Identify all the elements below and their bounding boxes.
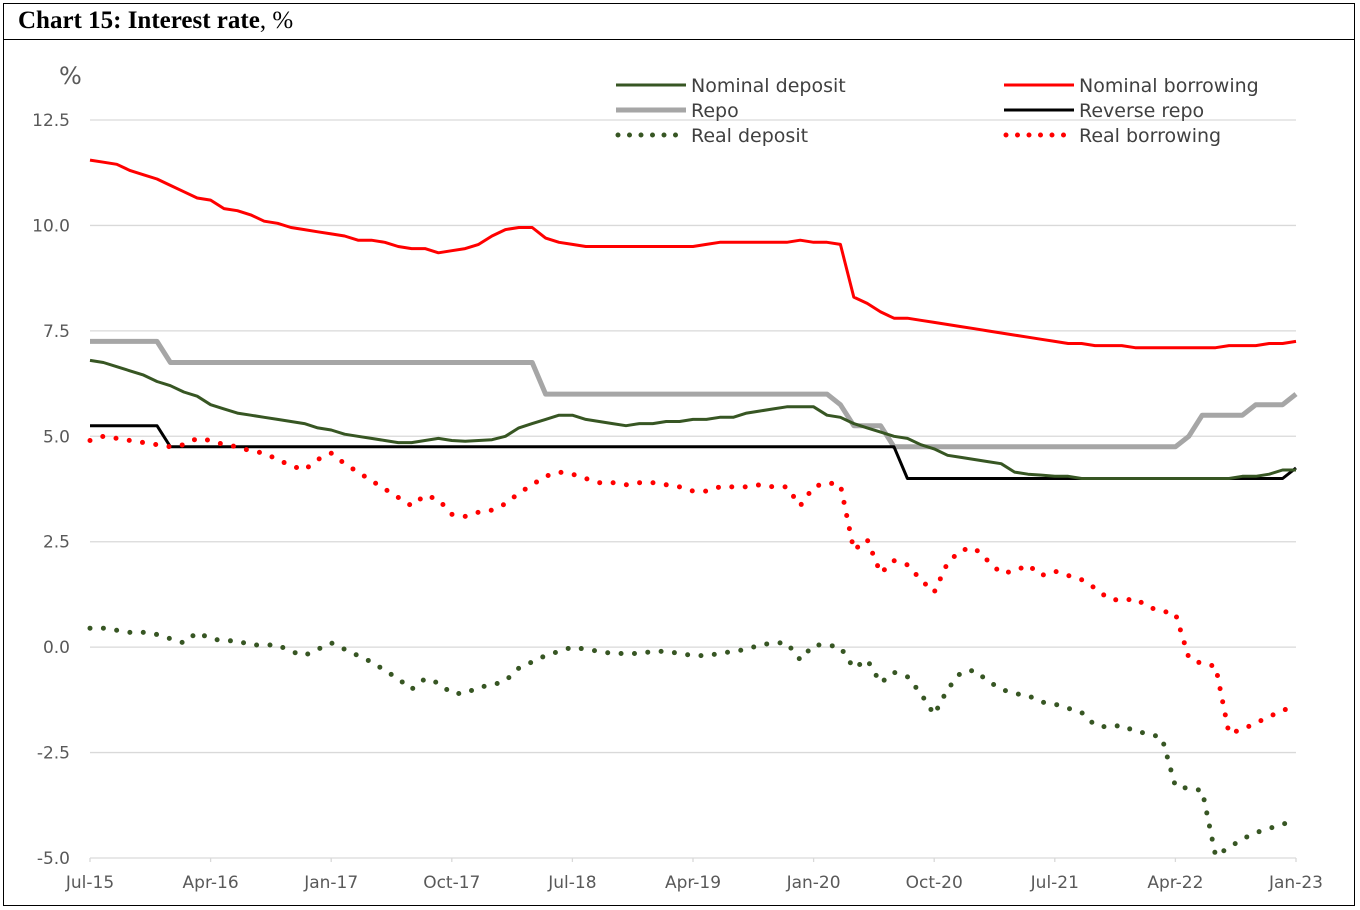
y-tick-label: 7.5 [43, 322, 70, 342]
legend-label-nominal-deposit: Nominal deposit [691, 75, 846, 97]
y-tick-label: 10.0 [32, 216, 70, 236]
line-chart: 12.5 10.0 7.5 5.0 2.5 0.0 -2.5 -5.0 Jul-15 Apr-1… [32, 62, 1323, 893]
series-line-real-borrowing [87, 433, 1299, 737]
x-tick-label: Jan-23 [1268, 873, 1323, 893]
x-tick-label: Jul-18 [547, 873, 596, 893]
x-tick-label: Jul-21 [1030, 873, 1079, 893]
y-tick-label: -2.5 [37, 744, 70, 764]
legend-label-repo: Repo [691, 100, 739, 122]
series-line-nominal-deposit [89, 358, 1296, 480]
legend: Nominal deposit Nominal borrowing Repo Reve… [615, 75, 1259, 147]
chart-title: Chart 15: Interest rate, % [4, 4, 1354, 40]
chart-title-suffix: , % [259, 7, 294, 34]
y-tick-label: 0.0 [43, 638, 70, 658]
x-tick-label: Apr-19 [665, 873, 721, 893]
x-tick-label: Apr-16 [183, 873, 239, 893]
x-tick-label: Oct-17 [423, 873, 480, 893]
y-axis-ticks: 12.5 10.0 7.5 5.0 2.5 0.0 -2.5 -5.0 [32, 111, 70, 869]
x-tick-label: Apr-22 [1147, 873, 1203, 893]
legend-label-real-deposit: Real deposit [691, 125, 808, 147]
series-line-nominal-borrowing [89, 158, 1297, 350]
chart-title-bold: Chart 15: Interest rate [18, 7, 260, 34]
y-tick-label: 12.5 [32, 111, 70, 131]
series-line-reverse-repo [90, 424, 1297, 480]
legend-label-nominal-borrowing: Nominal borrowing [1079, 75, 1259, 97]
legend-label-reverse-repo: Reverse repo [1079, 100, 1204, 122]
series-line-real-deposit [87, 625, 1299, 859]
y-tick-label: 5.0 [43, 427, 70, 447]
chart-frame: Chart 15: Interest rate, % 12.5 10.0 7.5 5.… [3, 3, 1355, 906]
series-line-repo [90, 338, 1298, 450]
x-tick-label: Oct-20 [906, 873, 963, 893]
x-axis-ticks: Jul-15 Apr-16 Jan-17 Oct-17 Jul-18 Apr-19 Jan-… [65, 858, 1323, 893]
x-tick-label: Jan-17 [303, 873, 358, 893]
legend-label-real-borrowing: Real borrowing [1079, 125, 1221, 147]
y-tick-label: 2.5 [43, 533, 70, 553]
y-tick-label: -5.0 [37, 849, 70, 869]
x-tick-label: Jan-20 [786, 873, 841, 893]
x-tick-label: Jul-15 [65, 873, 114, 893]
y-axis-unit-label: % [59, 62, 82, 90]
series-lines [87, 158, 1299, 859]
gridlines [90, 119, 1296, 859]
